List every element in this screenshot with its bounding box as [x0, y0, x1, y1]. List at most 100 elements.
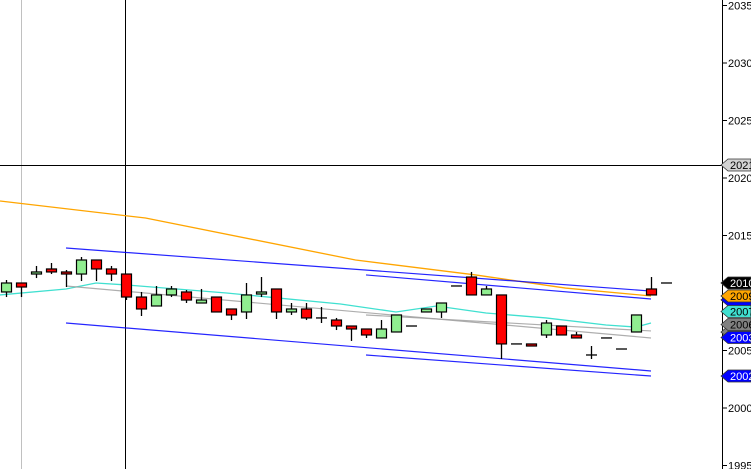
candle: [390, 314, 403, 333]
candle: [495, 294, 508, 360]
y-tick-label: 2035: [728, 1, 751, 13]
price-axis-background: [722, 0, 751, 469]
candle: [465, 271, 478, 296]
candle: [645, 277, 658, 296]
candle-body: [285, 308, 298, 313]
candle: [45, 262, 58, 275]
candle-body: [270, 288, 283, 313]
trend-line-0: [65, 247, 652, 292]
price-tag-background: [720, 369, 751, 383]
candle: [630, 314, 643, 333]
candle-body: [465, 276, 478, 296]
moving-average-line-0: [0, 200, 652, 297]
y-tick-label: 2005: [728, 346, 751, 358]
candle: [525, 343, 538, 347]
candle: [0, 280, 13, 298]
y-tick-label: 2025: [728, 116, 751, 128]
candle: [300, 303, 313, 321]
candle: [285, 303, 298, 315]
candle: [435, 302, 448, 318]
candle-body: [255, 291, 268, 295]
candle-body: [30, 271, 43, 275]
candle: [555, 325, 568, 336]
candle: [150, 285, 163, 307]
candle: [105, 265, 118, 282]
trend-line-3: [365, 354, 652, 377]
price-tag-label: 2021: [730, 160, 751, 172]
candle-body: [180, 291, 193, 301]
y-tick-label: 2000: [728, 403, 751, 415]
trend-line-1: [65, 322, 652, 372]
price-tag-label: 2007: [730, 307, 751, 319]
candle-body: [210, 296, 223, 313]
price-tag-background: [720, 318, 751, 331]
trend-line-2: [365, 274, 652, 300]
candle: [120, 273, 133, 301]
price-tag-background: [720, 276, 751, 290]
candle-body: [375, 328, 388, 339]
candle-body: [240, 294, 253, 313]
candle: [345, 325, 358, 341]
candle: [270, 288, 283, 319]
candle: [90, 259, 103, 282]
candle: [135, 291, 148, 316]
price-tag-background: [720, 158, 751, 172]
trend-line-5: [365, 314, 652, 332]
candle: [480, 285, 493, 296]
candle: [195, 288, 208, 304]
candle-body: [45, 268, 58, 273]
candle: [540, 320, 553, 338]
candle-body: [330, 319, 343, 327]
candle-body: [300, 308, 313, 319]
candle: [60, 270, 73, 288]
price-tag: 2007: [720, 305, 751, 319]
candle: [330, 317, 343, 331]
candle: [75, 257, 88, 282]
candle: [586, 346, 597, 360]
candle: [15, 282, 28, 298]
candle-body: [570, 334, 583, 339]
price-tag-label: 2003: [730, 333, 751, 345]
price-tag-label: 2009: [730, 291, 751, 303]
price-tag-label: 2006: [730, 320, 751, 332]
price-tag: 2021: [720, 158, 751, 172]
candle: [255, 277, 268, 298]
price-tag-background: [720, 331, 751, 344]
y-tick-label: 2020: [728, 173, 751, 185]
price-tag: 2010: [720, 276, 751, 290]
candle: [165, 285, 178, 298]
candle: [570, 331, 583, 339]
y-tick-label: 2030: [728, 58, 751, 70]
price-tag-background: [720, 305, 751, 318]
candle: [225, 308, 238, 321]
candle-body: [105, 268, 118, 275]
y-tick-label: 2015: [728, 231, 751, 243]
candle: [240, 282, 253, 319]
candle-body: [165, 288, 178, 296]
candle-body: [525, 343, 538, 347]
candle-body: [630, 314, 643, 333]
candle-body: [135, 296, 148, 310]
candle-body: [0, 282, 13, 293]
candle-body: [390, 314, 403, 333]
candle: [375, 320, 388, 339]
candle: [30, 265, 43, 279]
candle-body: [495, 294, 508, 345]
candle: [210, 296, 223, 313]
candle-body: [435, 302, 448, 313]
candle-body: [360, 328, 373, 336]
candle-body: [75, 259, 88, 275]
candle-body: [150, 294, 163, 307]
candle: [360, 328, 373, 338]
candle-body: [555, 325, 568, 336]
candle: [316, 307, 327, 324]
trend-line-4: [65, 285, 652, 339]
candle-body: [90, 259, 103, 270]
candle: [180, 290, 193, 304]
price-tag: 2009: [720, 289, 751, 303]
y-tick-label: 1995: [728, 461, 751, 469]
